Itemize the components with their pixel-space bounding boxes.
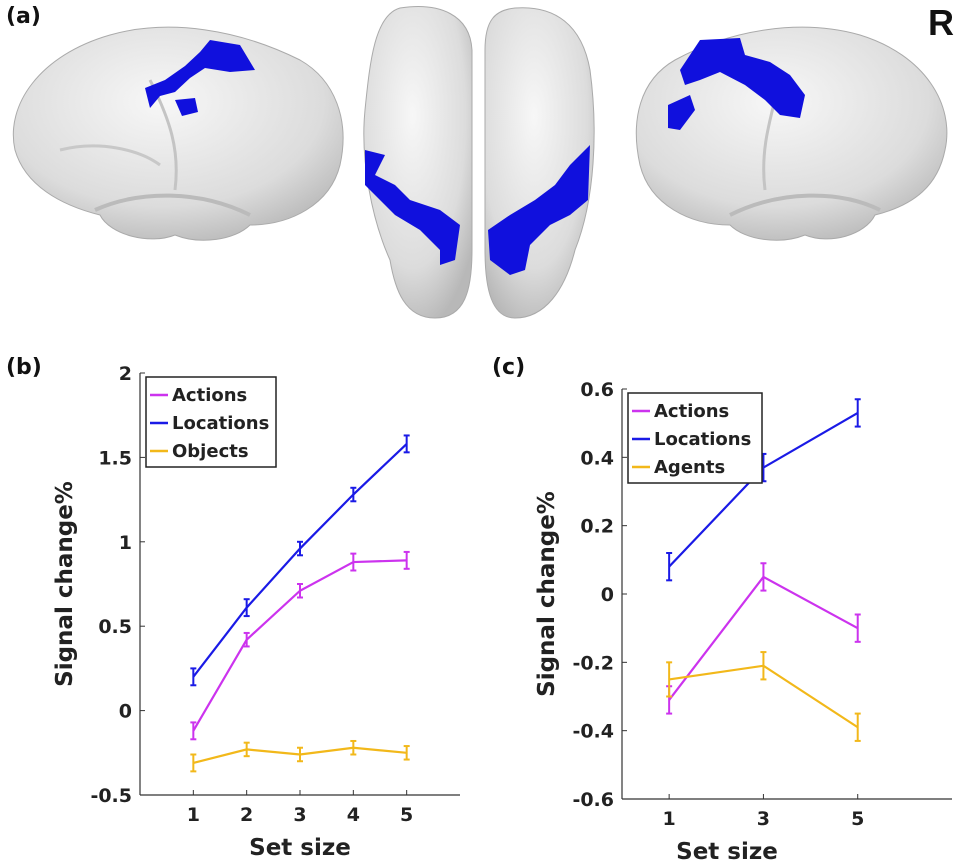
y-axis-label: Signal change% — [534, 491, 560, 697]
chart-c: -0.6 -0.4 -0.2 0 0.2 0.4 0.6 1 3 5 Set size Signal … — [534, 379, 952, 865]
y-tick-label: 0.4 — [580, 447, 614, 469]
panel-label-c: (c) — [492, 355, 526, 380]
y-tick-label: 0.6 — [580, 379, 614, 401]
dorsal-left-activation — [365, 150, 460, 265]
x-tick-label: 1 — [187, 804, 200, 826]
x-tick-label: 3 — [757, 808, 770, 830]
y-tick-label: -0.5 — [90, 785, 132, 807]
x-axis-label: Set size — [676, 839, 778, 865]
hemisphere-label: R — [928, 2, 954, 43]
right-small-activation — [668, 95, 695, 130]
right-parietal-activation — [680, 38, 805, 118]
left-small-activation — [175, 98, 198, 116]
chart-c-plot: -0.6 -0.4 -0.2 0 0.2 0.4 0.6 1 3 5 Set size Signal … — [534, 379, 952, 865]
x-tick-label: 4 — [347, 804, 360, 826]
x-tick-label: 2 — [240, 804, 253, 826]
y-tick-label: -0.6 — [572, 789, 614, 811]
y-tick-label: 0.2 — [580, 516, 614, 538]
y-tick-label: 0 — [601, 584, 614, 606]
legend-label-objects: Objects — [172, 441, 249, 462]
chart-b: -0.5 0 0.5 1 1.5 2 1 2 3 4 5 Set size Signal change%… — [52, 363, 460, 861]
y-tick-label: 1.5 — [98, 447, 132, 469]
y-axis-label: Signal change% — [52, 481, 78, 687]
brain-renderings — [12, 6, 948, 319]
legend-label-locations: Locations — [654, 429, 751, 450]
panel-label-a: (a) — [6, 4, 41, 29]
legend-label-actions: Actions — [172, 385, 247, 406]
legend-box — [627, 392, 763, 484]
legend-label-locations: Locations — [172, 413, 269, 434]
right-lateral-brain — [635, 26, 948, 241]
panel-label-b: (b) — [6, 355, 42, 380]
chart-b-plot: -0.5 0 0.5 1 1.5 2 1 2 3 4 5 Set size Signal change%… — [52, 363, 460, 861]
x-tick-label: 3 — [293, 804, 306, 826]
dorsal-left-hemisphere — [363, 6, 473, 319]
x-tick-label: 5 — [851, 808, 864, 830]
legend-label-agents: Agents — [654, 457, 725, 478]
x-axis-label: Set size — [249, 835, 351, 861]
x-tick-label: 5 — [400, 804, 413, 826]
series-line-actions — [668, 575, 859, 701]
left-lateral-brain — [12, 26, 344, 241]
left-parietal-activation — [145, 40, 255, 108]
y-tick-label: 2 — [119, 363, 132, 385]
y-tick-label: 1 — [119, 532, 132, 554]
x-tick-label: 1 — [663, 808, 676, 830]
y-tick-label: 0 — [119, 701, 132, 723]
dorsal-right-hemisphere — [484, 7, 595, 319]
legend-label-actions: Actions — [654, 401, 729, 422]
y-tick-label: -0.2 — [572, 652, 614, 674]
dorsal-right-activation — [488, 145, 590, 275]
y-tick-label: -0.4 — [572, 721, 614, 743]
y-tick-label: 0.5 — [98, 616, 132, 638]
